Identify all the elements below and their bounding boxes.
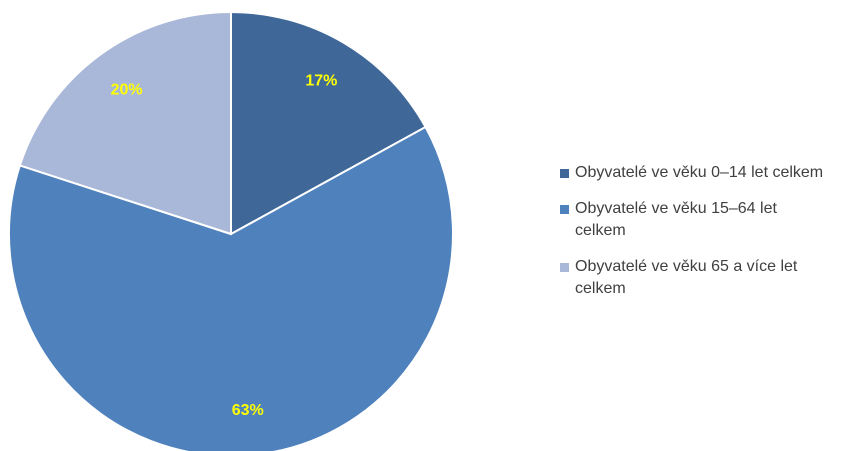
legend: Obyvatelé ve věku 0–14 let celkem Obyvate…	[560, 162, 830, 314]
pie-slice	[8, 125, 454, 451]
legend-label: Obyvatelé ve věku 15–64 let celkem	[575, 200, 777, 239]
legend-item: Obyvatelé ve věku 65 a více let celkem	[560, 256, 830, 300]
legend-swatch	[560, 263, 569, 272]
legend-item: Obyvatelé ve věku 0–14 let celkem	[560, 162, 830, 184]
legend-item: Obyvatelé ve věku 15–64 let celkem	[560, 198, 830, 242]
legend-label: Obyvatelé ve věku 65 a více let celkem	[575, 258, 798, 297]
legend-label: Obyvatelé ve věku 0–14 let celkem	[575, 164, 824, 181]
slice-label: 20%	[111, 82, 143, 99]
pie-slice	[230, 10, 427, 236]
pie-slice	[18, 10, 232, 236]
slice-label: 63%	[232, 402, 264, 419]
legend-swatch	[560, 205, 569, 214]
legend-swatch	[560, 169, 569, 178]
slice-label: 17%	[305, 72, 337, 89]
